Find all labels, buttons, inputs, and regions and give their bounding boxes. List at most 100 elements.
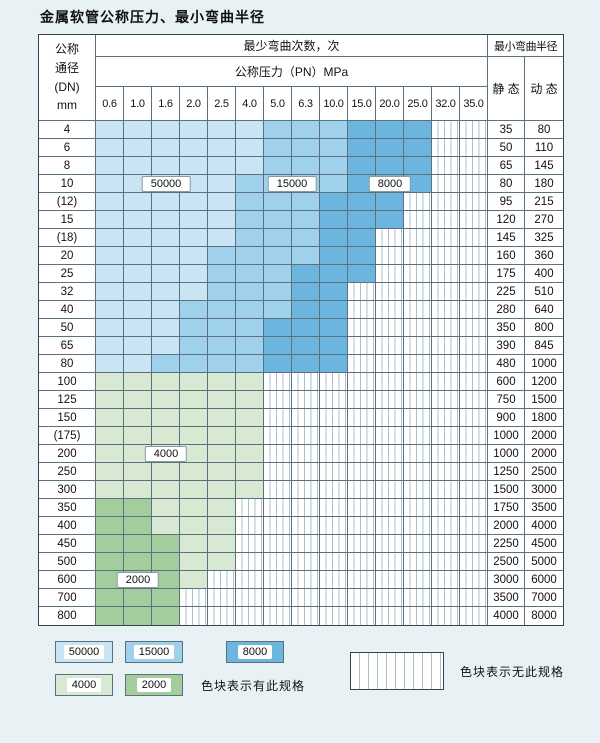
spec-cell — [208, 607, 236, 625]
legend-row-blue: 50000 15000 8000 — [55, 641, 305, 663]
spec-cell — [376, 427, 404, 445]
spec-cell — [348, 445, 376, 463]
spec-cell — [96, 535, 124, 553]
spec-cell — [404, 553, 432, 571]
dynamic-radius-cell: 2000 — [525, 445, 563, 463]
spec-cell — [432, 517, 460, 535]
spec-cell — [432, 463, 460, 481]
spec-cell — [208, 283, 236, 301]
spec-cell — [348, 265, 376, 283]
spec-cell — [292, 157, 320, 175]
spec-cell — [180, 355, 208, 373]
spec-cell — [124, 499, 152, 517]
spec-cell — [180, 535, 208, 553]
spec-cell — [348, 553, 376, 571]
spec-cell — [460, 193, 488, 211]
legend-chip-15000: 15000 — [125, 641, 183, 663]
spec-cell — [320, 409, 348, 427]
spec-cell — [236, 337, 264, 355]
cycles-title: 最少弯曲次数，次 — [96, 35, 488, 57]
spec-cell — [320, 373, 348, 391]
pressure-col-header: 10.0 — [320, 87, 348, 121]
spec-cell — [180, 589, 208, 607]
spec-cell — [208, 571, 236, 589]
spec-cell — [236, 373, 264, 391]
spec-cell — [236, 175, 264, 193]
table-row: 25 175 400 — [39, 265, 563, 283]
spec-cell — [208, 391, 236, 409]
spec-cell — [320, 481, 348, 499]
spec-cell — [96, 589, 124, 607]
spec-cell — [236, 211, 264, 229]
spec-cell — [264, 373, 292, 391]
dn-cell: 32 — [39, 283, 96, 301]
spec-cell — [124, 589, 152, 607]
spec-cell — [432, 193, 460, 211]
spec-cell — [208, 229, 236, 247]
static-radius-cell: 160 — [488, 247, 525, 265]
spec-cell — [208, 355, 236, 373]
spec-cell — [320, 247, 348, 265]
cycle-count-label: 15000 — [267, 176, 317, 192]
spec-cell — [152, 463, 180, 481]
spec-cell — [236, 301, 264, 319]
table-row: 300 1500 3000 — [39, 481, 563, 499]
dn-header-line: 通径 — [54, 60, 79, 75]
spec-cell — [236, 229, 264, 247]
spec-cell — [432, 229, 460, 247]
dynamic-radius-cell: 4000 — [525, 517, 563, 535]
spec-cell — [376, 409, 404, 427]
table-row: 6 50 110 — [39, 139, 563, 157]
spec-cell — [180, 193, 208, 211]
spec-cell — [264, 265, 292, 283]
cycle-count-label: 8000 — [368, 176, 412, 192]
spec-cell — [376, 319, 404, 337]
spec-cell — [320, 283, 348, 301]
spec-cell — [404, 499, 432, 517]
table-row: 32 225 510 — [39, 283, 563, 301]
spec-cell — [348, 391, 376, 409]
spec-cell — [320, 301, 348, 319]
table-row: 500 2500 5000 — [39, 553, 563, 571]
spec-cell — [376, 373, 404, 391]
spec-cell — [292, 535, 320, 553]
table-row: 50 350 800 — [39, 319, 563, 337]
table-row: 15 120 270 — [39, 211, 563, 229]
spec-cell — [180, 517, 208, 535]
spec-cell — [264, 481, 292, 499]
spec-cell — [432, 391, 460, 409]
static-radius-cell: 35 — [488, 121, 525, 139]
static-radius-cell: 175 — [488, 265, 525, 283]
spec-cell — [208, 301, 236, 319]
static-column-header: 静 态 — [488, 57, 525, 121]
legend-chip-label: 50000 — [63, 645, 105, 659]
spec-cell — [264, 193, 292, 211]
spec-cell — [152, 517, 180, 535]
spec-cell — [292, 553, 320, 571]
spec-cell — [292, 319, 320, 337]
spec-cell — [432, 553, 460, 571]
spec-cell — [124, 157, 152, 175]
table-row: 200 1000 2000 — [39, 445, 563, 463]
spec-cell — [292, 571, 320, 589]
spec-cell — [376, 193, 404, 211]
spec-cell — [292, 427, 320, 445]
spec-cell — [320, 229, 348, 247]
spec-cell — [96, 175, 124, 193]
spec-cell — [432, 301, 460, 319]
spec-cell — [264, 517, 292, 535]
spec-cell — [264, 463, 292, 481]
spec-cell — [124, 121, 152, 139]
static-radius-cell: 750 — [488, 391, 525, 409]
spec-cell — [404, 571, 432, 589]
spec-cell — [292, 211, 320, 229]
spec-cell — [348, 499, 376, 517]
spec-cell — [320, 607, 348, 625]
spec-cell — [96, 499, 124, 517]
spec-cell — [124, 517, 152, 535]
spec-cell — [320, 211, 348, 229]
static-radius-cell: 1750 — [488, 499, 525, 517]
spec-cell — [460, 409, 488, 427]
dynamic-radius-cell: 80 — [525, 121, 563, 139]
dynamic-radius-cell: 7000 — [525, 589, 563, 607]
